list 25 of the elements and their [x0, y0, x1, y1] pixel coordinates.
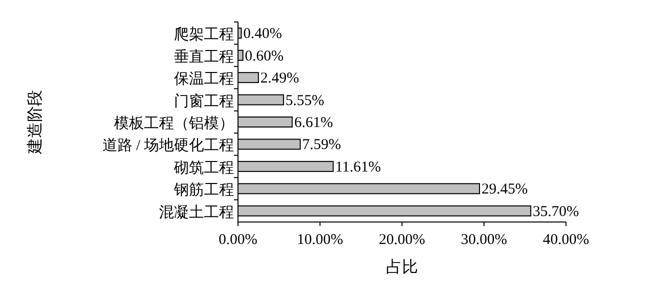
data-label: 35.70% — [532, 204, 579, 220]
data-label: 2.49% — [260, 70, 300, 87]
data-label: 0.60% — [244, 48, 284, 64]
y-tick-label: 砌筑工程 — [173, 159, 234, 176]
x-tick-label: 10.00% — [296, 232, 344, 248]
data-label: 29.45% — [481, 182, 528, 198]
y-tick-label: 模板工程（铝模） — [114, 115, 234, 132]
data-label: 11.61% — [335, 159, 381, 176]
y-tick-label: 保温工程 — [174, 70, 234, 88]
y-tick-label: 爬架工程 — [174, 26, 234, 44]
y-axis-title: 建造阶段 — [26, 90, 44, 155]
x-tick-label: 40.00% — [542, 232, 590, 248]
y-tick-label: 混凝土工程 — [159, 204, 234, 221]
x-tick-label: 0.00% — [218, 232, 258, 248]
data-label: 5.55% — [286, 92, 324, 109]
y-tick-label: 垂直工程 — [174, 48, 234, 66]
y-tick-label: 钢筋工程 — [173, 182, 234, 199]
data-label: 6.61% — [294, 115, 333, 131]
data-label: 0.40% — [243, 26, 282, 42]
x-axis-title: 占比 — [386, 258, 418, 276]
data-label: 7.59% — [302, 137, 341, 154]
x-tick-label: 30.00% — [460, 232, 508, 248]
y-tick-label: 道路 / 场地硬化工程 — [102, 137, 234, 154]
x-tick-label: 20.00% — [378, 232, 426, 248]
y-tick-label: 门窗工程 — [174, 92, 234, 110]
